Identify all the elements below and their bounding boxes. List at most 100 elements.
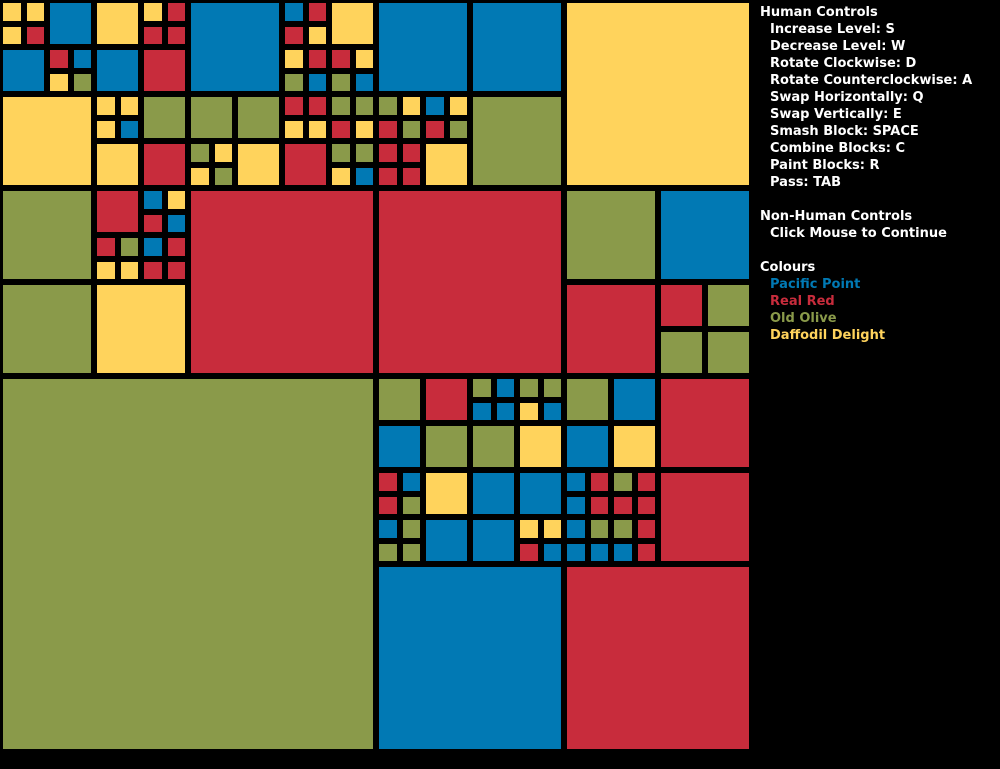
block-yellow[interactable] bbox=[305, 117, 329, 141]
block-yellow[interactable] bbox=[0, 0, 24, 24]
block-red[interactable] bbox=[23, 23, 47, 47]
block-olive[interactable] bbox=[658, 329, 705, 376]
block-yellow[interactable] bbox=[117, 94, 141, 118]
block-blue[interactable] bbox=[399, 470, 423, 494]
block-yellow[interactable] bbox=[352, 47, 376, 71]
block-olive[interactable] bbox=[117, 235, 141, 259]
block-blue[interactable] bbox=[0, 47, 47, 94]
block-blue[interactable] bbox=[352, 70, 376, 94]
block-olive[interactable] bbox=[611, 517, 635, 541]
block-olive[interactable] bbox=[376, 94, 400, 118]
block-red[interactable] bbox=[188, 188, 376, 376]
block-olive[interactable] bbox=[399, 540, 423, 564]
block-blue[interactable] bbox=[470, 399, 494, 423]
block-olive[interactable] bbox=[399, 493, 423, 517]
block-red[interactable] bbox=[376, 117, 400, 141]
block-olive[interactable] bbox=[705, 329, 752, 376]
block-blue[interactable] bbox=[282, 0, 306, 24]
block-yellow[interactable] bbox=[164, 188, 188, 212]
block-olive[interactable] bbox=[446, 117, 470, 141]
block-blue[interactable] bbox=[470, 470, 517, 517]
block-olive[interactable] bbox=[0, 282, 94, 376]
block-yellow[interactable] bbox=[540, 517, 564, 541]
block-yellow[interactable] bbox=[564, 0, 752, 188]
block-olive[interactable] bbox=[376, 376, 423, 423]
block-yellow[interactable] bbox=[517, 399, 541, 423]
block-yellow[interactable] bbox=[611, 423, 658, 470]
block-red[interactable] bbox=[658, 282, 705, 329]
block-red[interactable] bbox=[47, 47, 71, 71]
block-yellow[interactable] bbox=[517, 423, 564, 470]
block-olive[interactable] bbox=[423, 423, 470, 470]
block-red[interactable] bbox=[94, 188, 141, 235]
block-red[interactable] bbox=[141, 141, 188, 188]
block-red[interactable] bbox=[164, 258, 188, 282]
block-blue[interactable] bbox=[141, 235, 165, 259]
block-yellow[interactable] bbox=[117, 258, 141, 282]
block-olive[interactable] bbox=[587, 517, 611, 541]
block-red[interactable] bbox=[517, 540, 541, 564]
block-red[interactable] bbox=[658, 376, 752, 470]
block-olive[interactable] bbox=[188, 141, 212, 165]
block-yellow[interactable] bbox=[329, 0, 376, 47]
block-red[interactable] bbox=[141, 258, 165, 282]
block-olive[interactable] bbox=[141, 94, 188, 141]
block-yellow[interactable] bbox=[423, 141, 470, 188]
block-red[interactable] bbox=[564, 282, 658, 376]
block-olive[interactable] bbox=[352, 94, 376, 118]
block-red[interactable] bbox=[164, 0, 188, 24]
block-blue[interactable] bbox=[164, 211, 188, 235]
block-blue[interactable] bbox=[564, 493, 588, 517]
block-red[interactable] bbox=[141, 47, 188, 94]
block-yellow[interactable] bbox=[141, 0, 165, 24]
block-blue[interactable] bbox=[376, 517, 400, 541]
block-red[interactable] bbox=[423, 376, 470, 423]
block-yellow[interactable] bbox=[0, 94, 94, 188]
block-blue[interactable] bbox=[611, 376, 658, 423]
block-blue[interactable] bbox=[540, 399, 564, 423]
block-red[interactable] bbox=[94, 235, 118, 259]
block-olive[interactable] bbox=[376, 540, 400, 564]
block-red[interactable] bbox=[564, 564, 752, 752]
block-olive[interactable] bbox=[611, 470, 635, 494]
block-red[interactable] bbox=[329, 117, 353, 141]
block-red[interactable] bbox=[282, 141, 329, 188]
block-yellow[interactable] bbox=[47, 70, 71, 94]
block-olive[interactable] bbox=[0, 376, 376, 752]
block-red[interactable] bbox=[376, 141, 400, 165]
block-red[interactable] bbox=[164, 235, 188, 259]
block-blue[interactable] bbox=[305, 70, 329, 94]
block-olive[interactable] bbox=[211, 164, 235, 188]
block-red[interactable] bbox=[305, 94, 329, 118]
block-red[interactable] bbox=[329, 47, 353, 71]
block-olive[interactable] bbox=[329, 141, 353, 165]
block-olive[interactable] bbox=[235, 94, 282, 141]
block-red[interactable] bbox=[399, 164, 423, 188]
block-olive[interactable] bbox=[0, 188, 94, 282]
block-red[interactable] bbox=[305, 0, 329, 24]
block-olive[interactable] bbox=[517, 376, 541, 400]
block-red[interactable] bbox=[141, 23, 165, 47]
block-red[interactable] bbox=[423, 117, 447, 141]
block-yellow[interactable] bbox=[94, 0, 141, 47]
block-olive[interactable] bbox=[399, 517, 423, 541]
block-yellow[interactable] bbox=[211, 141, 235, 165]
block-yellow[interactable] bbox=[399, 94, 423, 118]
block-blue[interactable] bbox=[423, 94, 447, 118]
block-olive[interactable] bbox=[399, 117, 423, 141]
block-yellow[interactable] bbox=[282, 47, 306, 71]
block-blue[interactable] bbox=[658, 188, 752, 282]
block-blue[interactable] bbox=[352, 164, 376, 188]
block-blue[interactable] bbox=[564, 517, 588, 541]
block-red[interactable] bbox=[376, 188, 564, 376]
block-blue[interactable] bbox=[376, 0, 470, 94]
block-red[interactable] bbox=[164, 23, 188, 47]
block-yellow[interactable] bbox=[329, 164, 353, 188]
block-blue[interactable] bbox=[587, 540, 611, 564]
block-yellow[interactable] bbox=[282, 117, 306, 141]
block-yellow[interactable] bbox=[94, 258, 118, 282]
block-yellow[interactable] bbox=[94, 141, 141, 188]
block-olive[interactable] bbox=[540, 376, 564, 400]
block-olive[interactable] bbox=[470, 423, 517, 470]
block-blue[interactable] bbox=[376, 423, 423, 470]
